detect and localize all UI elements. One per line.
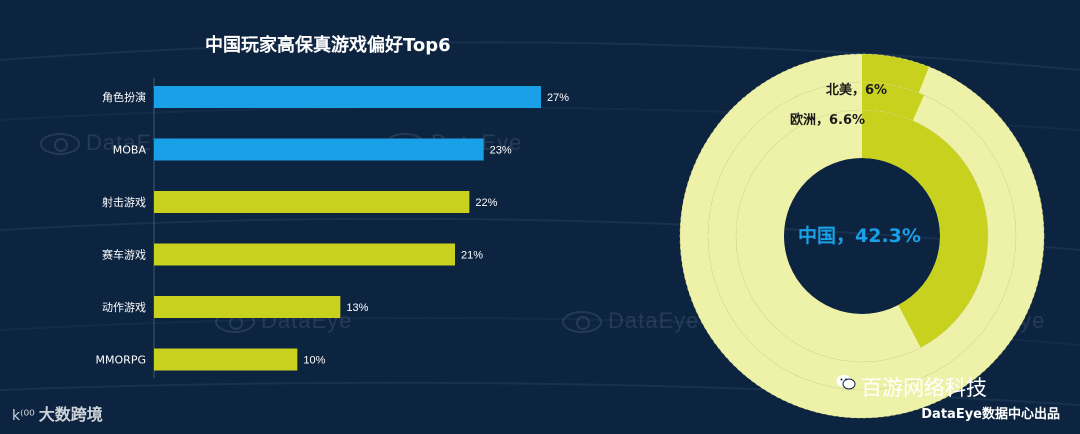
credit-text: DataEye数据中心出品 bbox=[921, 407, 1060, 422]
category-label: 角色扮演 bbox=[102, 90, 146, 104]
ring-segment bbox=[862, 110, 989, 348]
category-label: 射击游戏 bbox=[102, 195, 146, 209]
eye-icon bbox=[40, 133, 80, 156]
ring-segment bbox=[862, 54, 929, 93]
company-name: 百游网络科技 bbox=[861, 376, 987, 400]
ring-label-china: 中国，42.3% bbox=[798, 224, 921, 247]
value-label: 10% bbox=[303, 355, 325, 367]
ring-segment bbox=[862, 82, 925, 121]
logo-mark-icon: k⁽⁰⁰ bbox=[12, 408, 35, 424]
category-label: 动作游戏 bbox=[102, 301, 146, 314]
left-logo: k⁽⁰⁰ 大数跨境 bbox=[12, 405, 103, 424]
value-label: 23% bbox=[490, 145, 512, 157]
value-label: 21% bbox=[461, 250, 483, 262]
bar bbox=[154, 243, 455, 266]
value-label: 27% bbox=[547, 92, 569, 104]
category-label: 赛车游戏 bbox=[102, 248, 146, 262]
ring-divider bbox=[735, 109, 989, 363]
ring-divider bbox=[707, 81, 1017, 391]
ring-label-europe: 欧洲，6.6% bbox=[790, 112, 865, 128]
ring-divider bbox=[679, 53, 1045, 419]
bar bbox=[154, 138, 484, 161]
ring-label-north-america: 北美，6% bbox=[826, 82, 887, 98]
wechat-icon bbox=[836, 375, 856, 390]
value-label: 13% bbox=[346, 302, 368, 314]
watermark: DataEye bbox=[562, 308, 699, 334]
category-label: MOBA bbox=[113, 144, 147, 157]
bar bbox=[154, 86, 541, 108]
category-label: MMORPG bbox=[96, 354, 146, 367]
bar bbox=[154, 296, 341, 318]
bar-chart-title: 中国玩家高保真游戏偏好Top6 bbox=[205, 35, 451, 56]
bar bbox=[154, 191, 470, 213]
bar bbox=[154, 348, 298, 371]
value-label: 22% bbox=[475, 197, 497, 209]
eye-icon bbox=[562, 311, 602, 334]
